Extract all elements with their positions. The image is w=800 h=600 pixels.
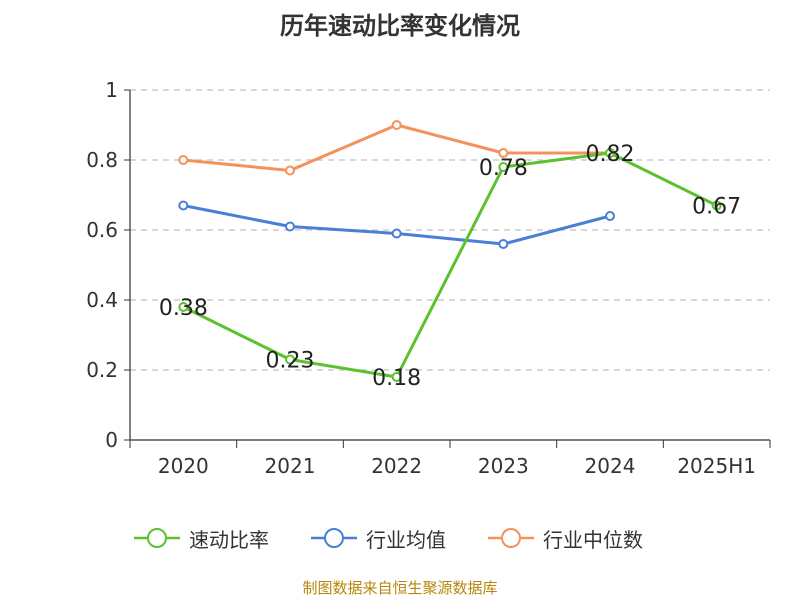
y-tick-label: 0.8 — [86, 148, 118, 172]
y-tick-label: 0 — [105, 428, 118, 452]
chart-title: 历年速动比率变化情况 — [280, 12, 520, 40]
data-point — [391, 372, 402, 382]
data-label: 0.67 — [692, 195, 741, 220]
legend-line-circle-icon — [134, 528, 180, 548]
series-line-2 — [183, 123, 610, 172]
data-source-note: 制图数据来自恒生聚源数据库 — [302, 579, 498, 597]
data-point — [498, 148, 509, 158]
data-point — [711, 200, 722, 211]
legend-item[interactable]: 行业中位数 — [487, 518, 643, 558]
legend-label: 行业均值 — [366, 527, 446, 552]
data-point — [285, 165, 295, 176]
data-label: 0.38 — [159, 296, 208, 321]
data-point — [391, 228, 402, 239]
legend-line-circle-icon — [311, 528, 357, 548]
y-tick-label: 0.4 — [86, 288, 118, 312]
data-point — [605, 148, 615, 158]
chart-legend: 速动比率 行业均值 行业中位数 — [0, 518, 800, 558]
legend-item[interactable]: 行业均值 — [310, 518, 446, 558]
y-tick-label: 1 — [105, 78, 118, 102]
data-point — [605, 211, 615, 221]
data-point — [498, 239, 509, 249]
data-point — [178, 155, 189, 165]
data-label: 0.23 — [266, 349, 315, 374]
legend-item[interactable]: 速动比率 — [133, 518, 269, 558]
data-point — [178, 200, 189, 211]
data-point — [391, 120, 402, 130]
series-line-0 — [182, 151, 718, 379]
y-tick-label: 0.6 — [86, 218, 118, 242]
x-tick-label: 2021 — [265, 454, 316, 478]
x-tick-label: 2024 — [585, 454, 636, 478]
data-label: 0.78 — [479, 156, 528, 181]
y-tick-label: 0.2 — [86, 358, 118, 382]
x-tick-label: 2025H1 — [677, 454, 756, 478]
data-point — [285, 354, 295, 365]
legend-label: 速动比率 — [189, 527, 269, 552]
legend-line-circle-icon — [488, 528, 534, 548]
data-point — [285, 221, 295, 232]
x-tick-label: 2022 — [371, 454, 422, 478]
data-point — [498, 162, 509, 172]
x-tick-label: 2023 — [478, 454, 529, 478]
data-label: 0.18 — [372, 366, 421, 391]
x-tick-label: 2020 — [158, 454, 209, 478]
data-point — [178, 302, 189, 312]
legend-label: 行业中位数 — [543, 527, 643, 552]
data-label: 0.82 — [586, 142, 635, 167]
